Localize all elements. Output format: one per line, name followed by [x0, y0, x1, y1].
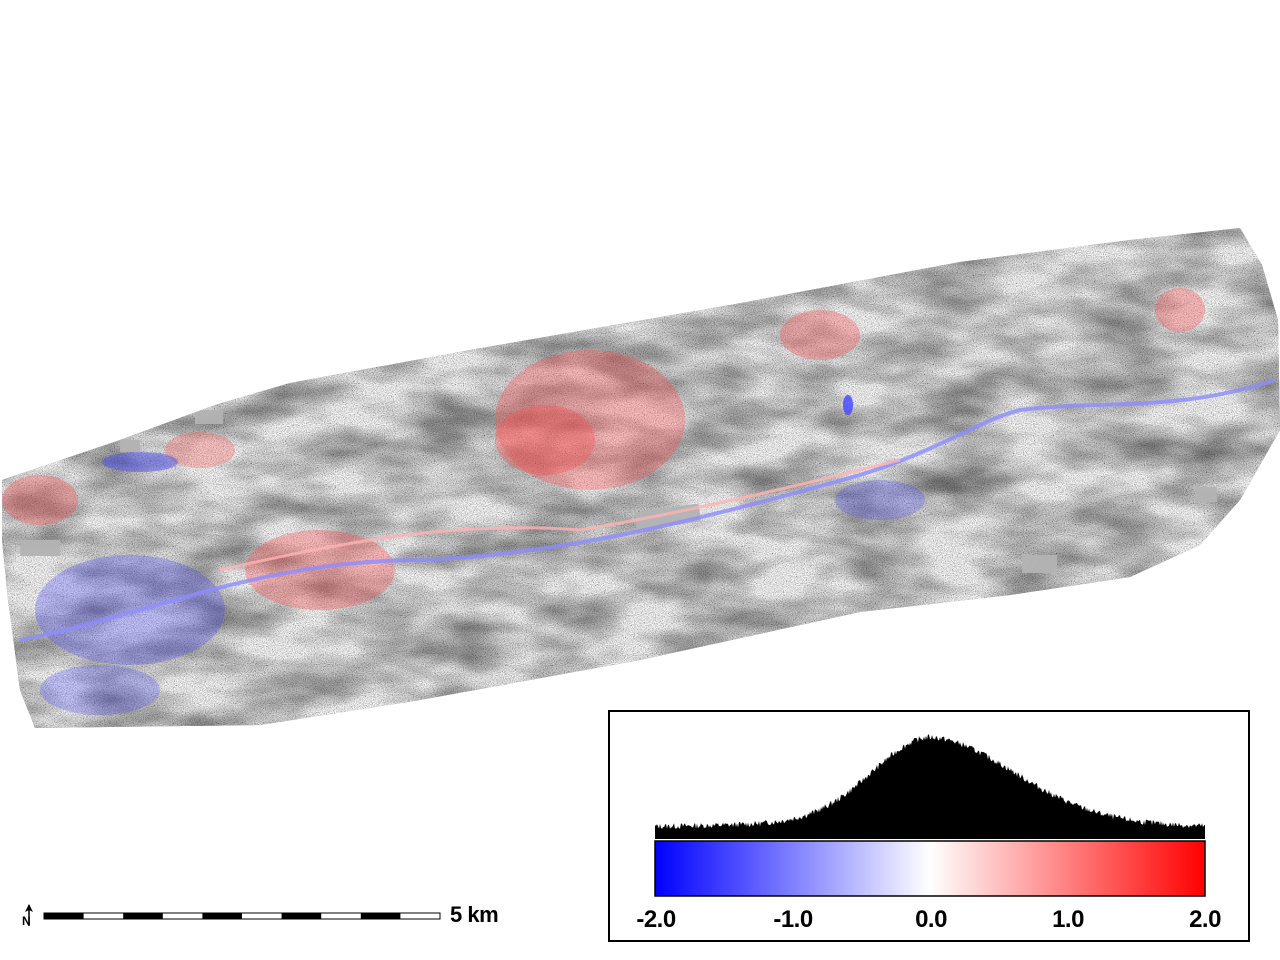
tick-label: 0.0 — [915, 906, 947, 933]
scale-bar-segment — [360, 913, 401, 919]
scale-bar-segments — [43, 912, 441, 920]
tick-label: -2.0 — [636, 906, 676, 933]
scale-bar-segment — [123, 913, 163, 919]
histogram — [655, 734, 1205, 839]
scale-bar-segment — [202, 913, 242, 919]
scale-bar-segment — [281, 913, 322, 919]
tick-label: 1.0 — [1052, 906, 1084, 933]
legend-box — [608, 710, 1250, 942]
svg-text:N: N — [22, 914, 31, 928]
north-arrow-icon: N — [22, 904, 33, 928]
legend-graphic — [654, 734, 1206, 897]
scale-bar-segment — [44, 913, 84, 919]
color-bar — [654, 840, 1206, 897]
scale-bar-label: 5 km — [450, 902, 499, 927]
scale-bar: N — [22, 904, 441, 928]
tick-label: 2.0 — [1189, 906, 1221, 933]
tick-label: -1.0 — [773, 906, 813, 933]
